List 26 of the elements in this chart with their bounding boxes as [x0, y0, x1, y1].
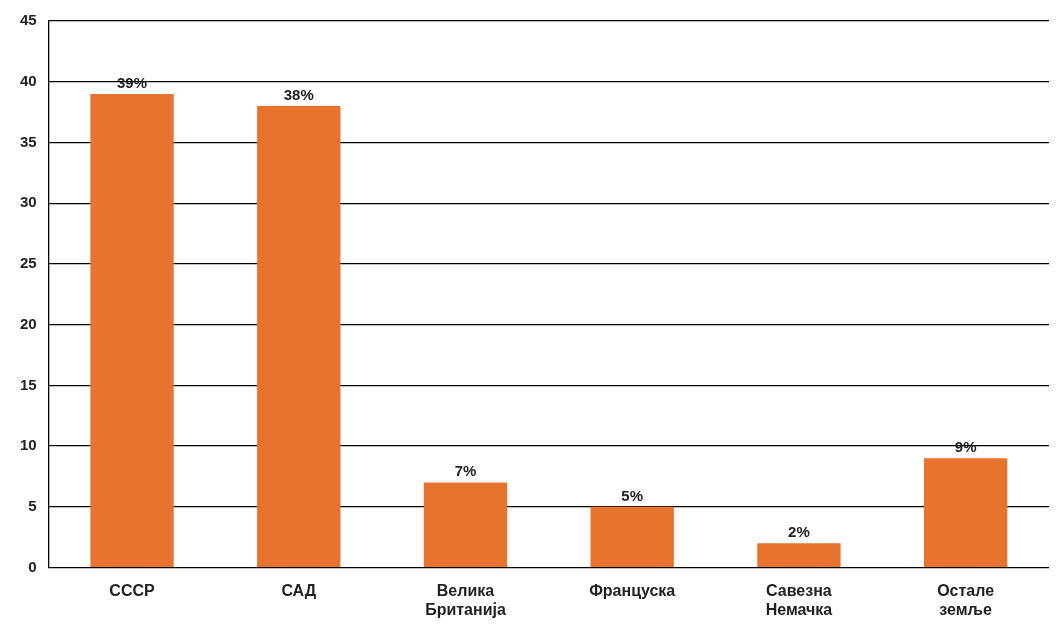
y-tick-label: 5: [28, 497, 37, 515]
y-tick-label: 25: [20, 254, 37, 272]
data-label: 2%: [788, 522, 810, 540]
x-tick-label: Остале земље: [937, 581, 995, 618]
x-tick-label: СССР: [109, 581, 156, 599]
bar: [90, 93, 174, 567]
bar: [757, 543, 841, 567]
y-tick-label: 30: [20, 193, 37, 211]
y-tick-label: 0: [28, 557, 37, 575]
bar: [257, 106, 341, 567]
y-tick-label: 15: [20, 375, 37, 393]
y-tick-label: 10: [20, 436, 37, 454]
data-label: 7%: [454, 462, 477, 480]
x-tick-label: Француска: [589, 581, 676, 599]
x-tick-label: Савезна Немачка: [765, 581, 833, 618]
bar: [423, 482, 508, 567]
x-tick-label: САД: [281, 581, 317, 599]
y-tick-label: 35: [20, 132, 37, 150]
x-tick-label: Велика Британија: [425, 581, 506, 618]
y-tick-label: 40: [20, 71, 37, 89]
y-tick-label: 20: [20, 314, 37, 332]
bar: [590, 506, 674, 567]
bar: [923, 458, 1008, 567]
y-tick-label: 45: [20, 11, 37, 29]
data-label: 38%: [283, 85, 314, 103]
data-label: 5%: [621, 486, 644, 504]
